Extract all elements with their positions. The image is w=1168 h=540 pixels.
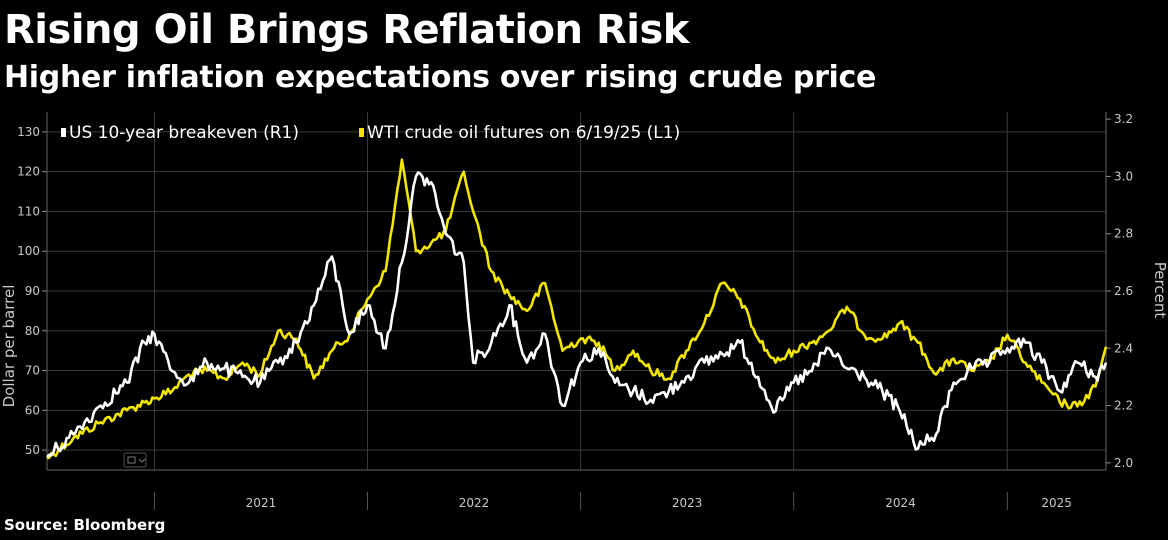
- x-tick-label: 2022: [459, 496, 490, 510]
- left-axis-ticks: 50 60 70 80 90 100 110 120 130: [17, 125, 47, 457]
- left-tick-label: 80: [25, 324, 40, 338]
- legend: US 10-year breakeven (R1) WTI crude oil …: [61, 123, 680, 143]
- right-tick-label: 2.0: [1114, 456, 1133, 470]
- x-axis-ticks: 2021 2022 2023 2024 2025: [153, 492, 1072, 510]
- x-tick-label: 2024: [885, 496, 916, 510]
- right-tick-label: 2.2: [1114, 399, 1133, 413]
- x-tick-label: 2025: [1041, 496, 1072, 510]
- series-line-wti: [46, 158, 1108, 460]
- left-tick-label: 60: [25, 403, 40, 417]
- right-tick-label: 2.4: [1114, 341, 1133, 355]
- series-line-breakeven: [46, 171, 1108, 458]
- chart-menu-icon[interactable]: [123, 452, 147, 468]
- legend-swatch-breakeven: [61, 128, 66, 137]
- left-tick-label: 90: [25, 284, 40, 298]
- left-axis-label: Dollar per barrel: [0, 285, 18, 408]
- series-lines: [46, 158, 1108, 460]
- left-tick-label: 130: [17, 125, 40, 139]
- left-tick-label: 50: [25, 443, 40, 457]
- x-tick-label: 2021: [246, 496, 277, 510]
- left-tick-label: 100: [17, 244, 40, 258]
- x-tick-label: 2023: [672, 496, 703, 510]
- chart-subtitle: Higher inflation expectations over risin…: [4, 60, 877, 95]
- left-tick-label: 110: [17, 204, 40, 218]
- legend-label-wti: WTI crude oil futures on 6/19/25 (L1): [367, 123, 680, 143]
- legend-label-breakeven: US 10-year breakeven (R1): [69, 123, 299, 143]
- left-tick-label: 70: [25, 364, 40, 378]
- right-axis-label: Percent: [1151, 262, 1168, 319]
- grid-lines: [46, 112, 1107, 471]
- right-tick-label: 3.2: [1114, 112, 1133, 126]
- source-note: Source: Bloomberg: [4, 516, 166, 534]
- right-tick-label: 2.8: [1114, 227, 1133, 241]
- right-axis-ticks: 2.0 2.2 2.4 2.6 2.8 3.0 3.2: [1106, 112, 1133, 470]
- legend-swatch-wti: [359, 128, 364, 137]
- right-tick-label: 2.6: [1114, 284, 1133, 298]
- chart-title: Rising Oil Brings Reflation Risk: [4, 7, 689, 53]
- right-tick-label: 3.0: [1114, 169, 1133, 183]
- chart: 50 60 70 80 90 100 110 120 130 2.0 2.2 2.4 2.6 2.8 3.…: [0, 112, 1168, 510]
- left-tick-label: 120: [17, 165, 40, 179]
